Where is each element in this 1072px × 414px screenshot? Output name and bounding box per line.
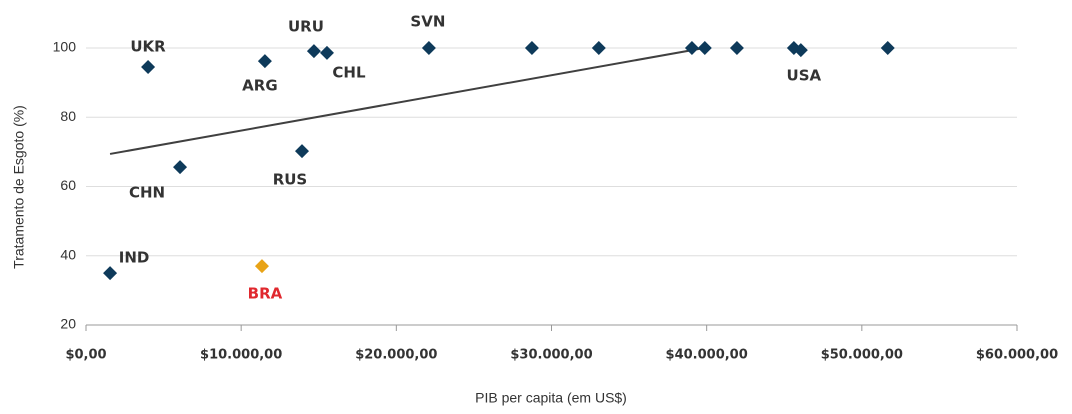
point	[306, 44, 321, 59]
point	[697, 41, 712, 55]
point-label: BRA	[248, 285, 283, 303]
y-tick-label: 100	[53, 39, 77, 55]
point-label: URU	[288, 18, 324, 36]
point	[591, 41, 606, 55]
point-label: CHL	[332, 63, 366, 81]
y-tick-label: 40	[60, 246, 76, 262]
point	[880, 41, 895, 55]
x-tick-label: $60.000,00	[976, 348, 1058, 363]
x-tick-label: $20.000,00	[355, 348, 437, 363]
point	[524, 41, 539, 55]
point-label: CHN	[129, 184, 165, 202]
y-tick-label: 80	[60, 108, 76, 124]
point	[729, 41, 744, 55]
point	[254, 259, 269, 274]
x-tick-label: $10.000,00	[200, 348, 282, 363]
x-tick-label: $30.000,00	[510, 348, 592, 363]
y-tick-label: 20	[60, 316, 76, 332]
point-label: UKR	[130, 38, 166, 56]
point	[684, 41, 699, 55]
point	[173, 160, 188, 175]
point-label: USA	[787, 67, 822, 85]
point	[421, 41, 436, 55]
point-label: IND	[119, 249, 150, 267]
x-axis-title: PIB per capita (em US$)	[475, 390, 627, 406]
x-tick-label: $50.000,00	[821, 348, 903, 363]
point-label: ARG	[242, 77, 277, 95]
point	[103, 266, 118, 281]
x-tick-label: $0,00	[65, 348, 106, 363]
y-axis-title: Tratamento de Esgoto (%)	[11, 105, 27, 269]
point	[141, 60, 156, 75]
point	[257, 54, 272, 69]
y-tick-label: 60	[60, 177, 76, 193]
point-label: SVN	[410, 13, 445, 31]
point	[294, 144, 309, 159]
trendline	[109, 45, 710, 155]
point	[793, 43, 808, 58]
point	[319, 45, 334, 60]
point-label: RUS	[273, 171, 308, 189]
x-tick-label: $40.000,00	[666, 348, 748, 363]
